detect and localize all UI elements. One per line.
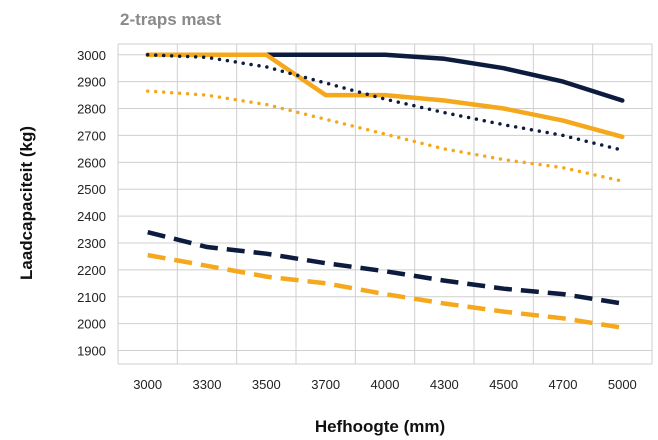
x-tick-label: 3000 [133, 377, 162, 392]
y-axis-label: Laadcapaciteit (kg) [17, 126, 36, 280]
y-tick-label: 1900 [77, 344, 106, 359]
y-tick-label: 2100 [77, 290, 106, 305]
x-axis-label: Hefhoogte (mm) [315, 417, 445, 436]
x-tick-label: 4300 [430, 377, 459, 392]
y-tick-label: 2700 [77, 128, 106, 143]
y-tick-label: 2900 [77, 75, 106, 90]
y-tick-label: 3000 [77, 48, 106, 63]
x-tick-label: 4700 [549, 377, 578, 392]
x-tick-label: 4000 [371, 377, 400, 392]
chart-title: 2-traps mast [120, 10, 221, 29]
x-tick-label: 3500 [252, 377, 281, 392]
y-tick-label: 2400 [77, 209, 106, 224]
x-tick-label: 5000 [608, 377, 637, 392]
y-tick-label: 2000 [77, 317, 106, 332]
series-line-orange-solid [145, 52, 625, 140]
x-tick-label: 3700 [311, 377, 340, 392]
grid [117, 43, 653, 365]
y-tick-labels: 3000 2900 2800 2700 2600 2500 2400 2300 2200 2100… [77, 48, 106, 359]
series-lines [145, 52, 625, 330]
y-tick-label: 2500 [77, 182, 106, 197]
x-tick-label: 3300 [193, 377, 222, 392]
series-line-navy-dashed [147, 230, 623, 306]
series-line-orange-dotted [145, 89, 625, 183]
y-tick-label: 2600 [77, 155, 106, 170]
series-line-navy-dotted [145, 53, 625, 152]
y-tick-label: 2800 [77, 102, 106, 117]
x-tick-label: 4500 [489, 377, 518, 392]
y-tick-label: 2300 [77, 236, 106, 251]
x-tick-labels: 3000 3300 3500 3700 4000 4300 4500 4700 5000 [133, 377, 637, 392]
y-tick-label: 2200 [77, 263, 106, 278]
